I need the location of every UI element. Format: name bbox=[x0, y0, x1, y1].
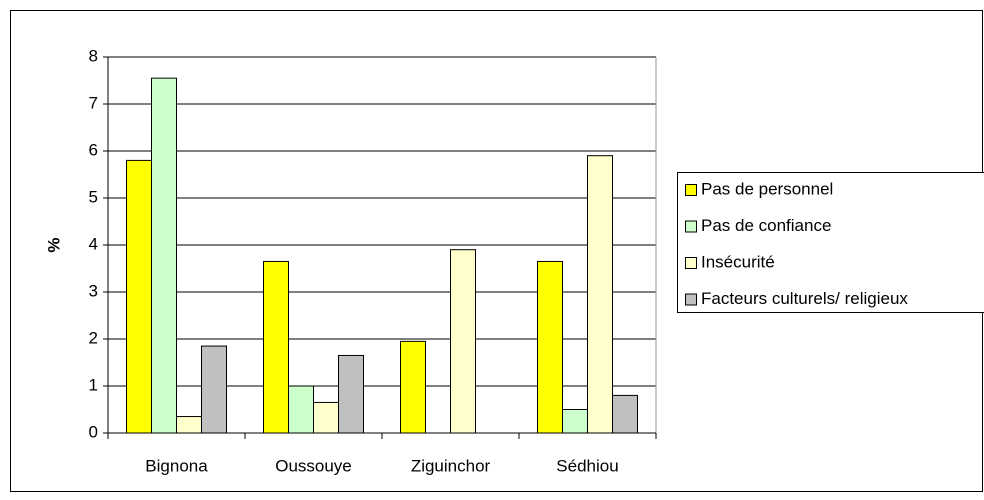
bar bbox=[612, 394, 638, 434]
legend-label: Insécurité bbox=[701, 252, 775, 271]
bar bbox=[537, 260, 563, 434]
legend-label: Pas de personnel bbox=[701, 179, 833, 198]
x-tick-label: Oussouye bbox=[275, 456, 352, 475]
y-tick-label: 6 bbox=[89, 140, 98, 159]
y-tick-label: 1 bbox=[89, 375, 98, 394]
legend-swatch bbox=[685, 293, 697, 306]
bar bbox=[126, 159, 152, 434]
legend-swatch bbox=[685, 257, 697, 269]
y-tick-label: 4 bbox=[89, 234, 98, 253]
x-tick-label: Sédhiou bbox=[556, 456, 618, 475]
bar bbox=[587, 155, 613, 434]
y-tick-label: 7 bbox=[89, 93, 98, 112]
legend-label: Facteurs culturels/ religieux bbox=[701, 289, 908, 308]
y-tick-label: 8 bbox=[89, 46, 98, 65]
bar bbox=[263, 260, 289, 434]
bar bbox=[338, 354, 364, 434]
y-tick-label: 5 bbox=[89, 187, 98, 206]
bar bbox=[151, 77, 177, 434]
bar bbox=[201, 345, 227, 434]
y-axis-label: % bbox=[44, 237, 63, 252]
bar bbox=[176, 416, 202, 434]
bar bbox=[400, 340, 426, 434]
bar bbox=[562, 409, 588, 434]
legend-label: Pas de confiance bbox=[701, 216, 831, 235]
legend-box bbox=[677, 172, 984, 313]
x-tick-label: Bignona bbox=[145, 456, 208, 475]
y-tick-label: 2 bbox=[89, 328, 98, 347]
legend-swatch bbox=[685, 220, 697, 233]
x-tick-label: Ziguinchor bbox=[411, 456, 491, 475]
legend-swatch bbox=[685, 184, 697, 196]
bar bbox=[288, 385, 314, 434]
y-tick-label: 0 bbox=[89, 422, 98, 441]
y-tick-label: 3 bbox=[89, 281, 98, 300]
bar bbox=[313, 401, 339, 434]
bar bbox=[450, 249, 476, 434]
